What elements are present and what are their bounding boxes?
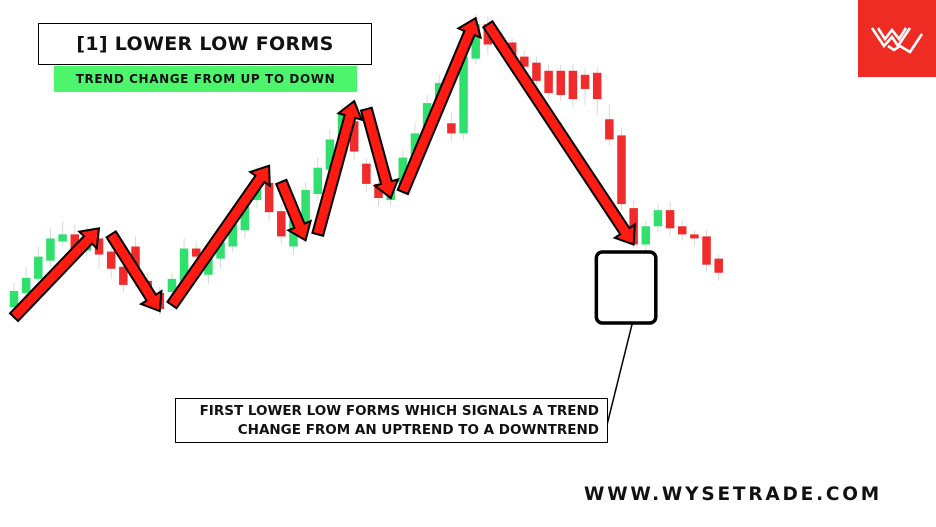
bullish-candle bbox=[641, 226, 651, 245]
bearish-candle bbox=[617, 135, 626, 205]
bullish-candle bbox=[216, 242, 225, 259]
bullish-candle bbox=[240, 196, 250, 231]
bullish-candle bbox=[459, 56, 468, 134]
swing-arrow bbox=[166, 164, 271, 310]
callout-line-1: FIRST LOWER LOW FORMS WHICH SIGNALS A TR… bbox=[199, 403, 599, 419]
bullish-candle bbox=[301, 189, 310, 229]
bearish-candle bbox=[544, 70, 553, 93]
annotation-callout: FIRST LOWER LOW FORMS WHICH SIGNALS A TR… bbox=[175, 398, 608, 443]
bullish-candle bbox=[653, 210, 663, 227]
bearish-candle bbox=[592, 72, 602, 100]
bearish-candle bbox=[362, 163, 371, 184]
swing-arrow bbox=[359, 106, 400, 200]
bearish-candle bbox=[520, 56, 529, 67]
swing-arrow bbox=[481, 19, 636, 246]
bullish-candle bbox=[204, 256, 213, 275]
bullish-candle bbox=[21, 277, 31, 293]
bearish-candle bbox=[568, 70, 578, 100]
swing-arrow bbox=[105, 230, 163, 313]
bullish-candle bbox=[58, 234, 67, 242]
bullish-candle bbox=[313, 167, 322, 194]
swing-arrow bbox=[274, 178, 313, 242]
bearish-candle bbox=[94, 238, 104, 255]
bearish-candle bbox=[349, 121, 359, 152]
bearish-candle bbox=[665, 210, 675, 229]
bearish-candle bbox=[702, 236, 711, 265]
bearish-candle bbox=[192, 248, 201, 257]
swing-arrow bbox=[8, 227, 101, 323]
bearish-candle bbox=[106, 251, 116, 269]
bearish-candle bbox=[678, 226, 687, 235]
swing-arrow bbox=[311, 99, 364, 238]
bearish-candle bbox=[277, 211, 286, 237]
bearish-candle bbox=[119, 266, 128, 285]
bullish-candle bbox=[9, 290, 19, 308]
bullish-candle bbox=[34, 256, 43, 279]
highlight-box bbox=[594, 250, 658, 325]
wysetrade-w-logo-icon bbox=[858, 0, 936, 77]
page-title: [1] LOWER LOW FORMS bbox=[38, 23, 372, 65]
website-url: WWW.WYSETRADE.COM bbox=[584, 484, 883, 505]
bullish-candle bbox=[167, 278, 177, 292]
bearish-candle bbox=[714, 258, 723, 273]
bullish-candle bbox=[325, 139, 335, 170]
bearish-candle bbox=[605, 119, 614, 140]
bullish-candle bbox=[46, 238, 55, 261]
bearish-candle bbox=[447, 123, 456, 134]
bullish-candle bbox=[398, 157, 408, 188]
callout-line-2: CHANGE FROM AN UPTREND TO A DOWNTREND bbox=[237, 422, 599, 438]
bullish-candle bbox=[179, 248, 189, 285]
bullish-candle bbox=[471, 24, 480, 59]
bearish-candle bbox=[264, 182, 274, 213]
bearish-candle bbox=[690, 234, 699, 239]
subtitle-banner: TREND CHANGE FROM UP TO DOWN bbox=[54, 66, 357, 92]
bearish-candle bbox=[532, 62, 541, 81]
bearish-candle bbox=[556, 70, 565, 95]
swing-arrow bbox=[396, 16, 483, 196]
bullish-candle bbox=[228, 224, 237, 247]
bearish-candle bbox=[374, 183, 383, 199]
bearish-candle bbox=[70, 234, 79, 252]
bearish-candle bbox=[580, 74, 590, 89]
